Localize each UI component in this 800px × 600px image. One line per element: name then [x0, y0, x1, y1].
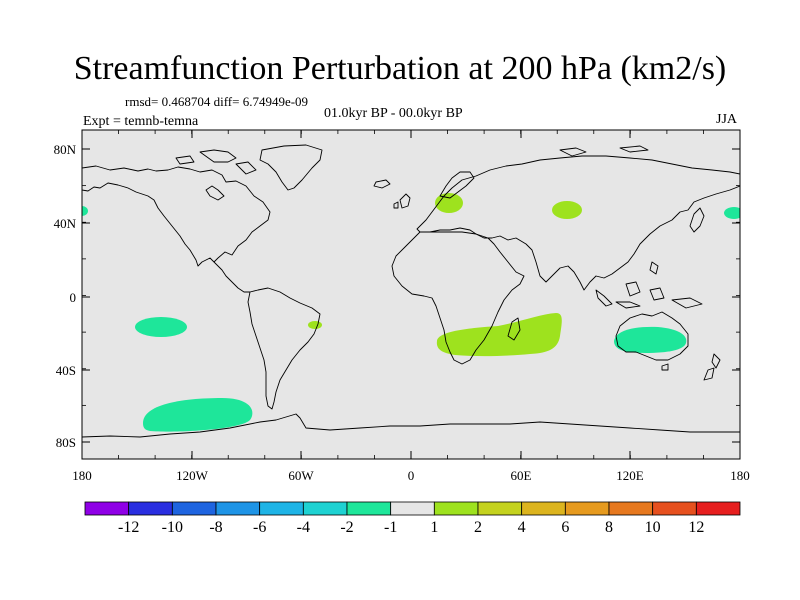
colorbar-swatch [477, 501, 523, 516]
anomaly-south-pacific-subtropics [135, 317, 187, 337]
colorbar-swatch [84, 501, 130, 516]
coast-antarctica [82, 413, 740, 438]
coast-greenland [259, 144, 323, 191]
colorbar-swatch [128, 501, 173, 516]
coast-hudson-bay [205, 185, 225, 201]
colorbar-swatch [564, 501, 610, 516]
anomaly-australia [614, 326, 687, 353]
coast-tasmania [661, 363, 669, 371]
coast-south-america [247, 287, 321, 410]
colorbar-swatch [302, 501, 348, 516]
colorbar-swatch [390, 501, 435, 516]
stats-text: rmsd= 0.468704 diff= 6.74949e-09 [125, 94, 309, 109]
map-axes: 80N 40N 0 40S 80S 180 120W 60W 0 60E 120E 180 [54, 130, 750, 483]
coast-madagascar [507, 317, 521, 341]
colorbar-label: -1 [384, 519, 397, 536]
coast-africa [391, 231, 525, 365]
lon-tick-label: 180 [72, 468, 92, 483]
colorbar-swatch [695, 501, 741, 516]
colorbar-label: 8 [605, 519, 613, 536]
season-label: JJA [716, 112, 738, 127]
plot-title: Streamfunction Perturbation at 200 hPa (… [73, 50, 727, 87]
colorbar-label: -2 [340, 519, 353, 536]
coast-iceland [373, 179, 391, 189]
colorbar-swatch [521, 501, 566, 516]
anomaly-southeast-pacific [143, 398, 253, 432]
colorbar-swatch [433, 501, 479, 516]
lon-tick-label: 180 [730, 468, 750, 483]
coast-eurasia [416, 155, 740, 291]
colorbar-label: -10 [162, 519, 183, 536]
lat-tick-label: 80N [54, 142, 77, 157]
coast-uk [393, 193, 411, 209]
coast-arctic-islands [175, 149, 257, 175]
lat-tick-label: 40S [56, 363, 76, 378]
colorbar-label: -12 [118, 519, 139, 536]
colorbar-label: 1 [430, 519, 438, 536]
colorbar-label: -6 [253, 519, 266, 536]
coast-australia [615, 311, 689, 361]
experiment-label: Expt = temnb-temna [83, 114, 199, 129]
coast-indonesia [595, 281, 703, 309]
colorbar-swatch [608, 501, 654, 516]
coast-philippines [649, 261, 659, 275]
coast-north-america [82, 165, 271, 267]
colorbar-label: 2 [474, 519, 482, 536]
coast-scandinavia [439, 171, 475, 199]
lon-tick-label: 0 [408, 468, 415, 483]
colorbar-label: 12 [688, 519, 704, 536]
anomaly-central-asia [552, 201, 582, 219]
colorbar-label: -8 [209, 519, 222, 536]
colorbar-label: 4 [518, 519, 526, 536]
anomaly-regions [82, 193, 740, 432]
lon-tick-label: 60E [511, 468, 532, 483]
coastlines [82, 144, 740, 438]
coast-central-america [213, 261, 250, 293]
coast-new-zealand [703, 353, 721, 381]
anomaly-south-indian-ocean [436, 313, 562, 357]
coast-japan [689, 207, 705, 233]
anomaly-north-pacific-west [82, 206, 88, 216]
lon-tick-label: 120E [616, 468, 644, 483]
colorbar-swatch [171, 501, 217, 516]
lat-tick-label: 0 [70, 290, 77, 305]
lon-tick-label: 120W [176, 468, 209, 483]
anomaly-north-pacific-east [724, 207, 740, 219]
coast-arctic-russia [559, 145, 649, 157]
colorbar-swatch [652, 501, 697, 516]
colorbar-label: 6 [561, 519, 569, 536]
colorbar-swatch [259, 501, 304, 516]
anomaly-south-america [308, 321, 322, 329]
colorbar-swatch [346, 501, 392, 516]
lon-tick-label: 60W [288, 468, 314, 483]
lat-tick-label: 40N [54, 216, 77, 231]
colorbar-swatch [215, 501, 261, 516]
colorbar-label: 10 [645, 519, 661, 536]
colorbar-label: -4 [297, 519, 310, 536]
lat-tick-label: 80S [56, 435, 76, 450]
period-text: 01.0kyr BP - 00.0kyr BP [324, 106, 463, 121]
colorbar: -12 -10 -8 -6 -4 -2 -1 1 2 4 6 8 10 12 [84, 501, 741, 536]
